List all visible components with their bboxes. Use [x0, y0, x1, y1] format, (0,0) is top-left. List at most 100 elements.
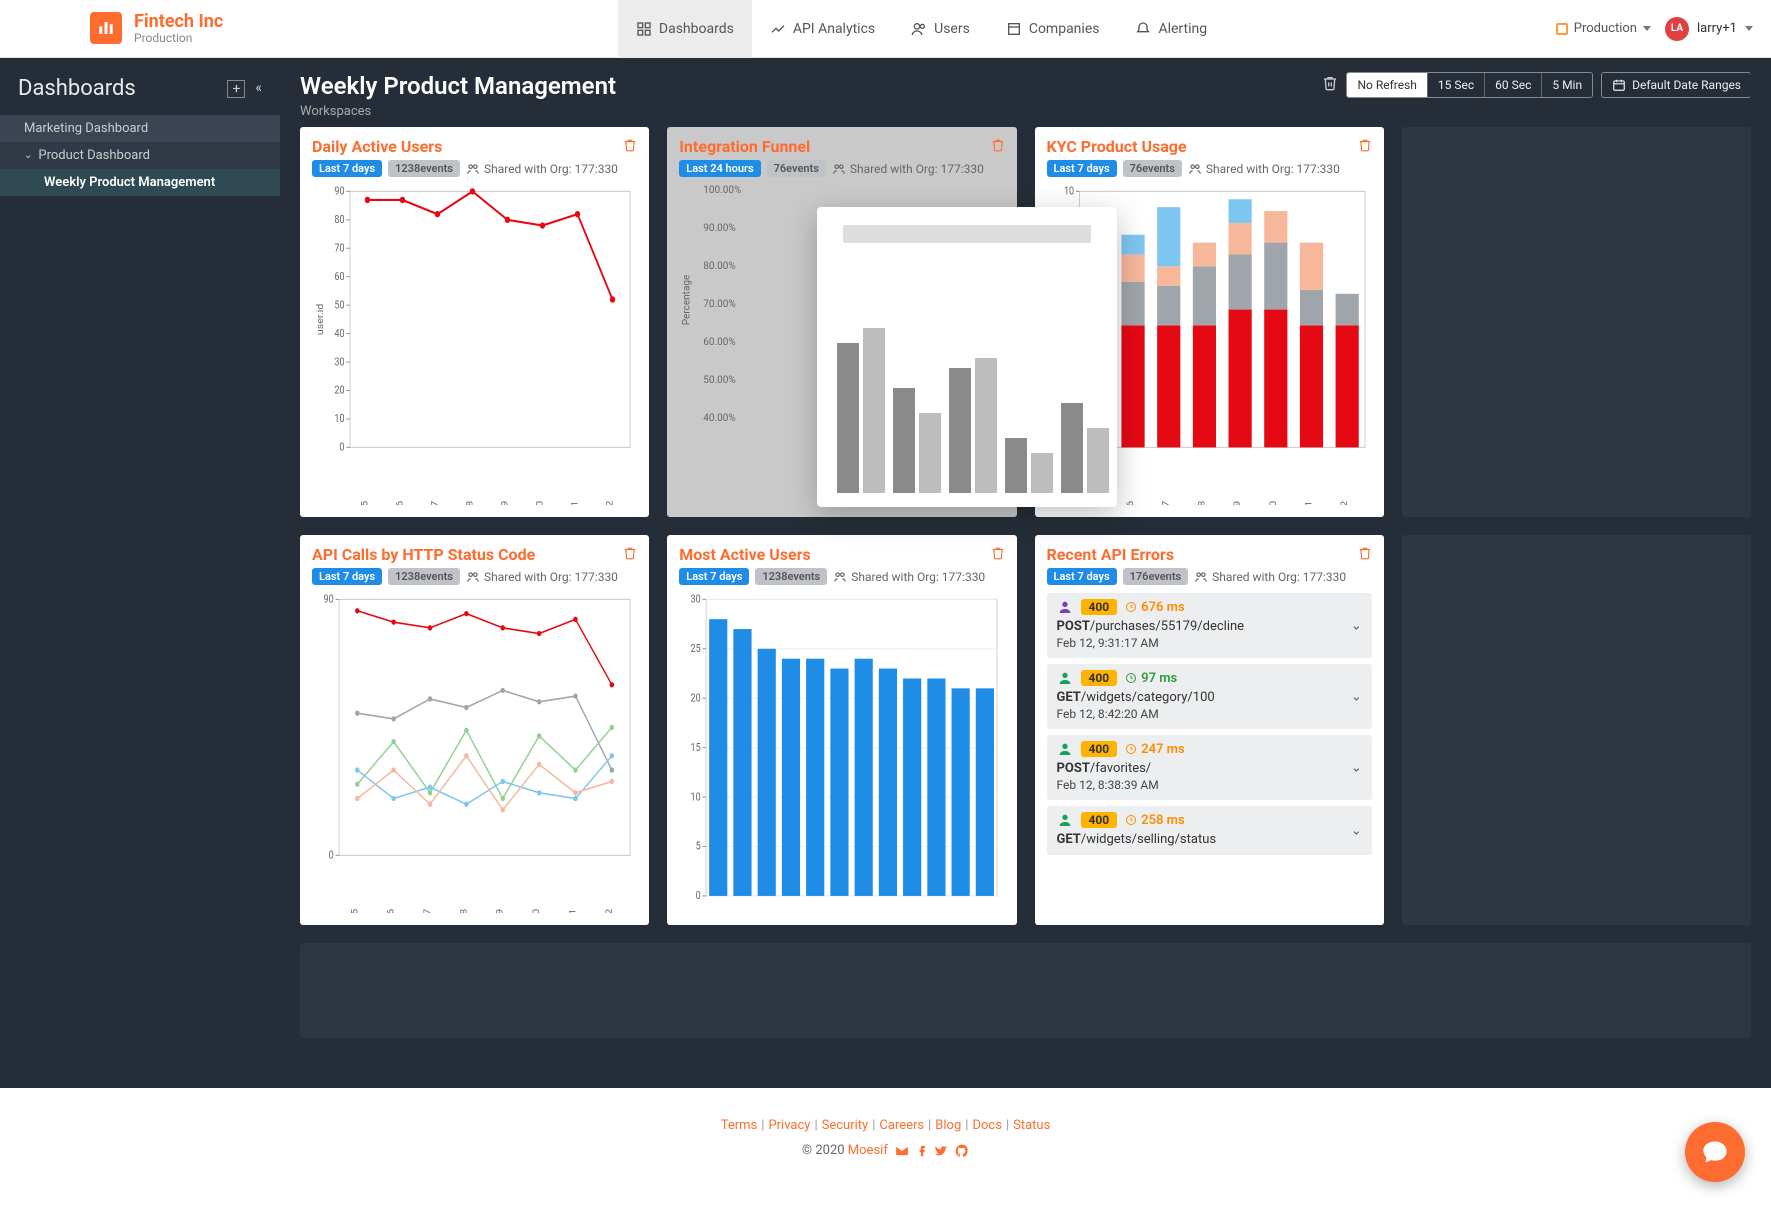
user-icon [1057, 741, 1073, 757]
nav-label: Dashboards [659, 21, 734, 37]
svg-text:Feb 12: Feb 12 [605, 908, 615, 913]
svg-text:Feb 06: Feb 06 [395, 500, 405, 505]
nav-api-analytics[interactable]: API Analytics [752, 0, 893, 58]
status-badge: 400 [1081, 741, 1118, 757]
error-item[interactable]: 400 258 ms GET/widgets/selling/status ⌄ [1047, 806, 1372, 855]
brand-sub: Production [134, 31, 223, 45]
svg-text:Feb 10: Feb 10 [532, 909, 542, 913]
empty-card-slot[interactable] [1402, 535, 1751, 925]
card-title: Recent API Errors [1047, 545, 1175, 564]
svg-text:Feb 12: Feb 12 [1339, 500, 1349, 505]
bar-chart: 051015202530 [679, 593, 1004, 913]
empty-card-slot[interactable] [1402, 127, 1751, 517]
card-daily-active-users: Daily Active Users Last 7 days 1238event… [300, 127, 649, 517]
chevron-down-icon: ⌄ [1351, 689, 1362, 704]
env-icon [1556, 23, 1568, 35]
share-text: Shared with Org: 177:330 [466, 570, 618, 584]
card-delete-button[interactable] [623, 138, 637, 156]
svg-text:10: 10 [1063, 186, 1073, 198]
mail-icon[interactable] [895, 1144, 909, 1158]
github-icon[interactable] [955, 1144, 969, 1158]
svg-text:70: 70 [334, 243, 344, 255]
footer-link[interactable]: Careers [879, 1118, 924, 1133]
svg-text:80: 80 [334, 214, 344, 226]
card-delete-button[interactable] [1358, 546, 1372, 564]
footer-link[interactable]: Terms [721, 1118, 758, 1133]
svg-text:0: 0 [329, 850, 334, 862]
chevron-down-icon: ⌄ [1351, 760, 1362, 775]
chat-fab-button[interactable] [1685, 1122, 1745, 1182]
sidebar: Dashboards + « Marketing Dashboard ⌄ Pro… [0, 58, 280, 1088]
sidebar-item-label: Weekly Product Management [44, 175, 215, 190]
footer-link[interactable]: Security [822, 1118, 869, 1133]
refresh-option[interactable]: No Refresh [1347, 73, 1427, 97]
nav-label: Companies [1029, 21, 1100, 37]
footer-link[interactable]: Status [1013, 1118, 1050, 1133]
svg-text:10: 10 [334, 414, 344, 426]
badge-range: Last 7 days [679, 568, 749, 585]
share-text: Shared with Org: 177:330 [466, 162, 618, 176]
svg-text:Feb 09: Feb 09 [500, 501, 510, 505]
refresh-option[interactable]: 15 Sec [1428, 73, 1485, 97]
badge-range: Last 7 days [312, 160, 382, 177]
share-text: Shared with Org: 177:330 [832, 162, 984, 176]
svg-text:Feb 11: Feb 11 [568, 909, 578, 913]
status-badge: 400 [1081, 670, 1118, 686]
sidebar-item-product[interactable]: ⌄ Product Dashboard [0, 142, 280, 169]
page-title: Weekly Product Management [300, 72, 616, 100]
nav-dashboards[interactable]: Dashboards [618, 0, 752, 58]
sidebar-item-marketing[interactable]: Marketing Dashboard [0, 115, 280, 142]
twitter-icon[interactable] [935, 1144, 949, 1158]
refresh-option[interactable]: 5 Min [1542, 73, 1592, 97]
facebook-icon[interactable] [915, 1144, 929, 1158]
latency-label: 97 ms [1125, 671, 1177, 686]
footer-link[interactable]: Blog [935, 1118, 961, 1133]
error-item[interactable]: 400 97 ms GET/widgets/category/100 Feb 1… [1047, 664, 1372, 729]
svg-text:Feb 06: Feb 06 [1125, 500, 1135, 505]
delete-dashboard-button[interactable] [1322, 75, 1338, 95]
brand: Fintech Inc Production [90, 12, 223, 46]
svg-text:20: 20 [334, 385, 344, 397]
badge-events: 76events [767, 160, 826, 177]
svg-text:30: 30 [334, 357, 344, 369]
footer-links: Terms|Privacy|Security|Careers|Blog|Docs… [0, 1118, 1771, 1133]
svg-text:5: 5 [696, 841, 701, 853]
footer-link[interactable]: Docs [972, 1118, 1001, 1133]
empty-bottom-slot[interactable] [300, 943, 1751, 1038]
sidebar-item-weekly-pm[interactable]: Weekly Product Management [0, 169, 280, 196]
error-item[interactable]: 400 676 ms POST/purchases/55179/decline … [1047, 593, 1372, 658]
nav-alerting[interactable]: Alerting [1117, 0, 1225, 58]
footer-link[interactable]: Privacy [768, 1118, 810, 1133]
error-list: 400 676 ms POST/purchases/55179/decline … [1047, 593, 1372, 913]
add-dashboard-button[interactable]: + [227, 80, 245, 98]
error-item[interactable]: 400 247 ms POST/favorites/ Feb 12, 8:38:… [1047, 735, 1372, 800]
badge-events: 176events [1123, 568, 1189, 585]
svg-text:30: 30 [691, 594, 701, 606]
card-delete-button[interactable] [623, 546, 637, 564]
collapse-sidebar-button[interactable]: « [255, 80, 262, 98]
card-delete-button[interactable] [1358, 138, 1372, 156]
chevron-down-icon: ⌄ [24, 150, 32, 161]
nav-users[interactable]: Users [893, 0, 988, 58]
card-delete-button[interactable] [991, 138, 1005, 156]
nav-companies[interactable]: Companies [988, 0, 1118, 58]
svg-text:15: 15 [691, 742, 702, 754]
share-text: Shared with Org: 177:330 [1194, 570, 1346, 584]
svg-text:Feb 11: Feb 11 [570, 501, 580, 505]
svg-text:Feb 08: Feb 08 [465, 500, 475, 505]
user-icon [1057, 670, 1073, 686]
date-range-button[interactable]: Default Date Ranges [1601, 72, 1751, 98]
status-badge: 400 [1081, 599, 1118, 615]
page-breadcrumb: Workspaces [300, 104, 616, 119]
refresh-option[interactable]: 60 Sec [1485, 73, 1542, 97]
svg-text:60: 60 [334, 271, 344, 283]
svg-text:Feb 08: Feb 08 [1197, 500, 1207, 505]
user-menu[interactable]: LA larry+1 [1665, 17, 1753, 41]
card-delete-button[interactable] [991, 546, 1005, 564]
svg-text:Feb 08: Feb 08 [459, 908, 469, 913]
svg-text:20: 20 [691, 693, 701, 705]
footer-brand-link[interactable]: Moesif [848, 1143, 888, 1158]
latency-label: 247 ms [1125, 742, 1185, 757]
svg-text:Feb 10: Feb 10 [1268, 501, 1278, 505]
environment-dropdown[interactable]: Production [1556, 21, 1651, 36]
